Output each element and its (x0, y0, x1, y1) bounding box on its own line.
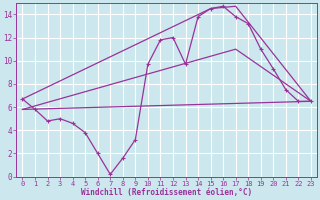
X-axis label: Windchill (Refroidissement éolien,°C): Windchill (Refroidissement éolien,°C) (81, 188, 252, 197)
